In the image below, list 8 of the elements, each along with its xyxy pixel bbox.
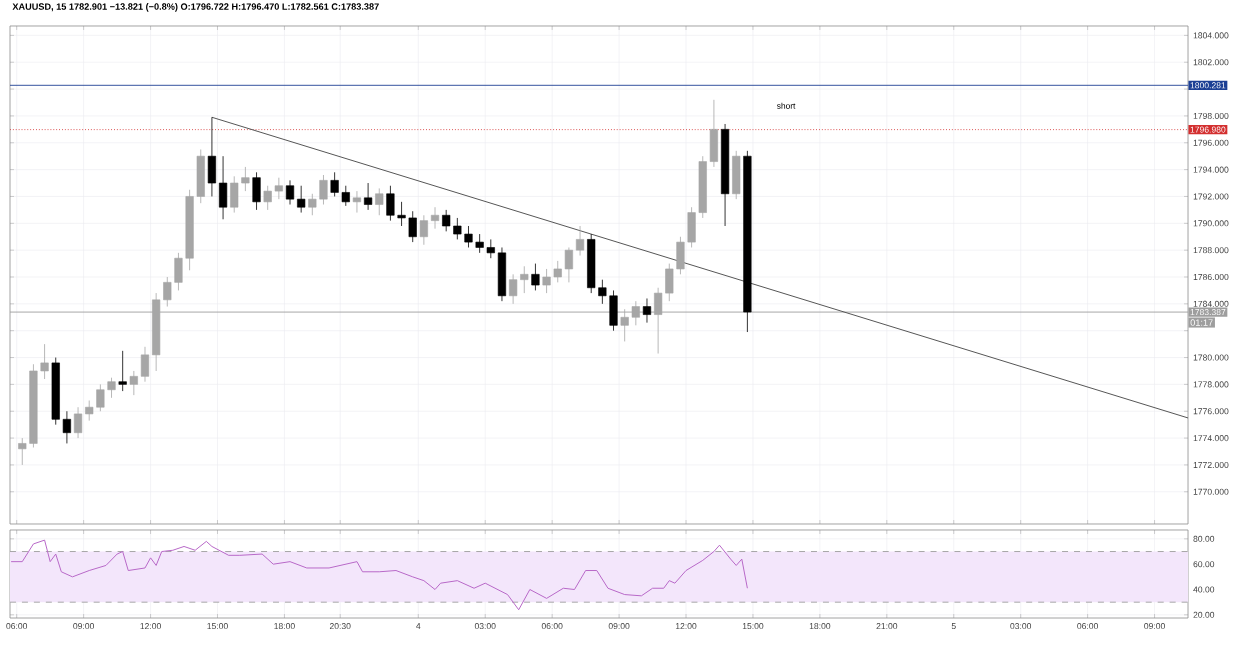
candlestick xyxy=(732,150,741,200)
candlestick xyxy=(364,182,373,211)
candlestick xyxy=(352,190,362,213)
candlestick xyxy=(531,263,540,291)
candlestick xyxy=(252,171,261,211)
candlestick xyxy=(375,188,384,216)
candlestick xyxy=(642,298,652,324)
candlestick xyxy=(118,350,127,392)
